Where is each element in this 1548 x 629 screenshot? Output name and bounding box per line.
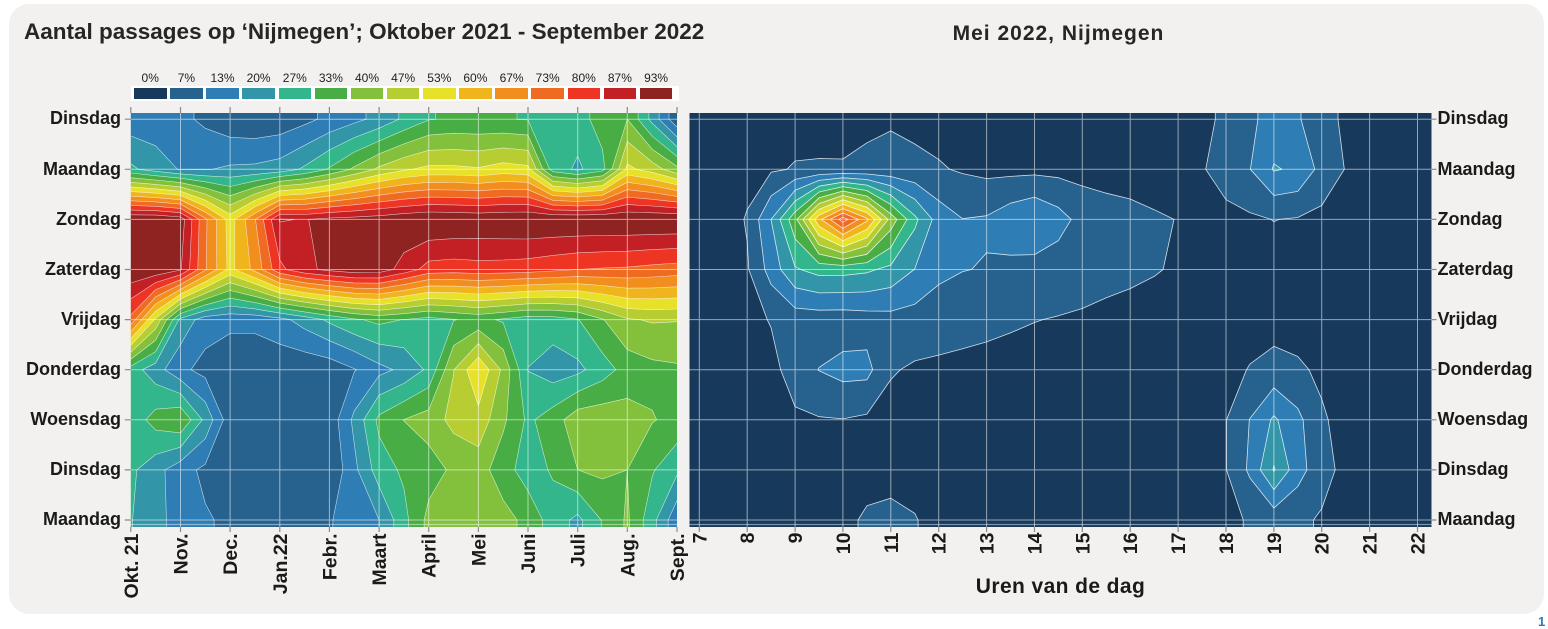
svg-text:Maart: Maart xyxy=(369,533,391,586)
svg-text:20: 20 xyxy=(1312,532,1334,554)
svg-text:16: 16 xyxy=(1120,532,1142,554)
svg-text:7: 7 xyxy=(689,533,711,544)
svg-text:Nov.: Nov. xyxy=(171,534,193,575)
svg-text:April: April xyxy=(419,534,441,578)
svg-text:Juni: Juni xyxy=(518,534,540,574)
svg-text:11: 11 xyxy=(881,532,903,553)
svg-text:17: 17 xyxy=(1168,533,1190,555)
svg-text:15: 15 xyxy=(1072,532,1094,554)
svg-text:9: 9 xyxy=(785,532,807,543)
svg-text:Dec.: Dec. xyxy=(220,534,242,575)
svg-text:22: 22 xyxy=(1408,532,1430,554)
svg-text:Mei: Mei xyxy=(468,534,490,567)
svg-text:Febr.: Febr. xyxy=(319,534,341,581)
svg-text:12: 12 xyxy=(929,532,951,554)
svg-text:Jan.22: Jan.22 xyxy=(270,533,292,594)
svg-text:13: 13 xyxy=(977,532,999,554)
svg-text:10: 10 xyxy=(833,532,855,554)
svg-text:21: 21 xyxy=(1360,532,1382,554)
svg-text:Sept.: Sept. xyxy=(667,534,689,582)
svg-text:Juli: Juli xyxy=(568,534,590,568)
svg-text:Aug.: Aug. xyxy=(617,534,639,577)
svg-text:18: 18 xyxy=(1216,532,1238,554)
svg-text:8: 8 xyxy=(737,532,759,543)
svg-text:19: 19 xyxy=(1264,532,1286,554)
svg-text:Okt. 21: Okt. 21 xyxy=(121,533,143,598)
svg-text:14: 14 xyxy=(1025,532,1047,554)
